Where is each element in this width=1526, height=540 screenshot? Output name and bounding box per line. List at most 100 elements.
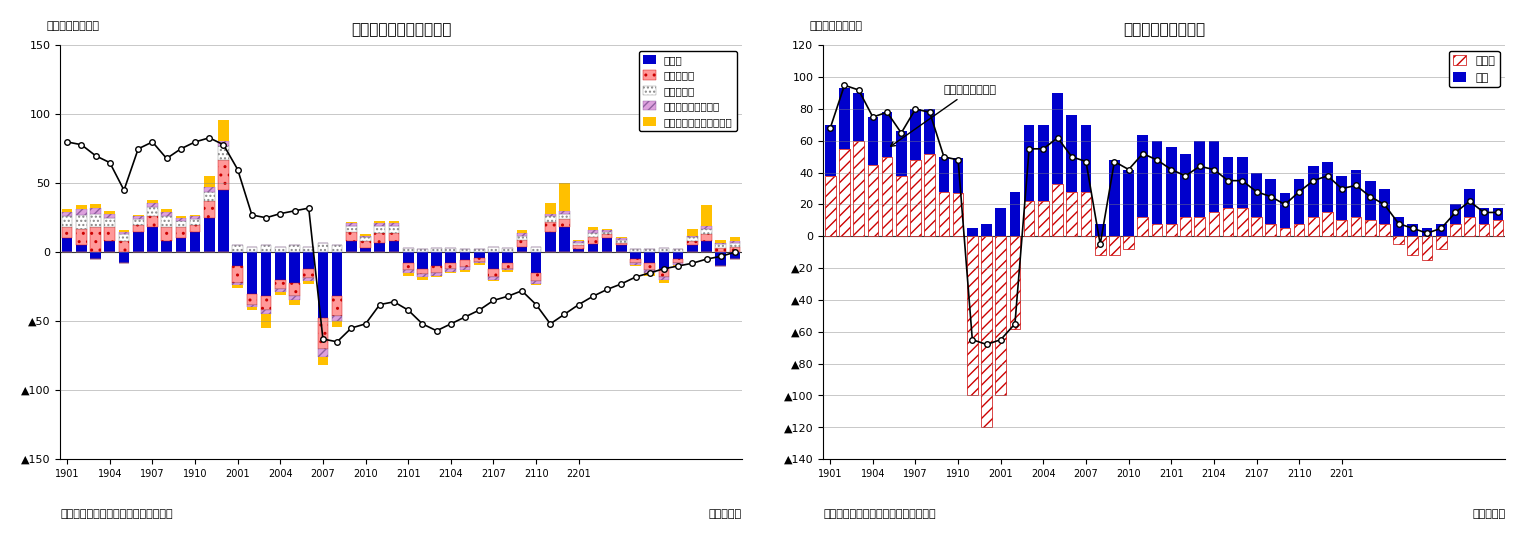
Bar xyxy=(346,223,357,226)
Bar xyxy=(133,215,143,217)
Bar xyxy=(882,157,893,237)
Bar xyxy=(261,296,272,310)
Bar xyxy=(360,241,371,248)
Bar xyxy=(1280,228,1291,237)
Bar xyxy=(189,219,200,225)
Bar xyxy=(1322,212,1332,237)
Bar xyxy=(1436,224,1447,237)
Bar xyxy=(446,248,456,252)
Bar xyxy=(247,294,258,305)
Bar xyxy=(882,112,893,157)
Bar xyxy=(1436,237,1447,249)
Bar xyxy=(175,218,186,220)
Bar xyxy=(133,219,143,225)
Bar xyxy=(204,218,215,252)
Bar xyxy=(146,207,157,217)
Bar xyxy=(644,249,655,252)
Bar xyxy=(826,176,836,237)
Bar xyxy=(531,281,542,284)
Bar xyxy=(1010,237,1021,328)
Bar xyxy=(1152,224,1163,237)
Bar xyxy=(545,217,555,222)
Bar xyxy=(133,225,143,232)
Bar xyxy=(459,252,470,260)
Text: （資料）総務省統計局「労働力調査」: （資料）総務省統計局「労働力調査」 xyxy=(60,509,172,519)
Bar xyxy=(76,229,87,245)
Bar xyxy=(516,230,526,233)
Bar xyxy=(374,242,385,252)
Bar xyxy=(1238,157,1248,208)
Bar xyxy=(63,227,73,239)
Bar xyxy=(417,274,427,277)
Bar xyxy=(853,93,864,141)
Bar xyxy=(588,233,598,237)
Bar xyxy=(644,273,655,275)
Bar xyxy=(1123,170,1134,237)
Bar xyxy=(247,247,258,252)
Bar xyxy=(702,229,713,234)
Bar xyxy=(502,248,513,252)
Bar xyxy=(232,266,243,282)
Title: 雇用形態別雇用者数: 雇用形態別雇用者数 xyxy=(1123,22,1206,37)
Bar xyxy=(104,241,114,252)
Bar xyxy=(574,249,584,252)
Bar xyxy=(90,214,101,227)
Bar xyxy=(304,247,314,252)
Bar xyxy=(119,252,130,263)
Text: 役員を除く雇用者: 役員を除く雇用者 xyxy=(891,85,996,146)
Bar xyxy=(896,131,906,176)
Bar xyxy=(995,237,1006,395)
Bar xyxy=(938,192,949,237)
Bar xyxy=(659,280,670,282)
Bar xyxy=(162,210,172,212)
Bar xyxy=(374,226,385,233)
Bar xyxy=(119,241,130,252)
Bar xyxy=(938,157,949,192)
Bar xyxy=(995,208,1006,237)
Bar xyxy=(1422,228,1433,237)
Bar xyxy=(63,212,73,217)
Bar xyxy=(716,252,726,266)
Bar xyxy=(617,245,627,252)
Bar xyxy=(1109,237,1120,255)
Bar xyxy=(232,245,243,252)
Bar xyxy=(104,211,114,214)
Bar xyxy=(601,230,612,232)
Bar xyxy=(389,220,400,223)
Bar xyxy=(729,242,740,247)
Bar xyxy=(1422,237,1433,260)
Bar xyxy=(446,269,456,272)
Bar xyxy=(1393,217,1404,237)
Bar xyxy=(304,281,314,284)
Bar xyxy=(218,160,229,190)
Bar xyxy=(630,265,641,266)
Bar xyxy=(559,214,569,219)
Bar xyxy=(617,239,627,240)
Bar xyxy=(189,215,200,217)
Bar xyxy=(331,321,342,327)
Text: （資料）総務省統計局「労働力調査」: （資料）総務省統計局「労働力調査」 xyxy=(823,509,935,519)
Bar xyxy=(432,273,443,275)
Bar xyxy=(76,205,87,210)
Bar xyxy=(702,205,713,226)
Bar xyxy=(275,247,285,252)
Bar xyxy=(90,252,101,259)
Bar xyxy=(459,260,470,267)
Bar xyxy=(403,263,414,270)
Bar xyxy=(716,240,726,242)
Bar xyxy=(601,234,612,239)
Bar xyxy=(1465,188,1476,217)
Bar xyxy=(659,252,670,269)
Bar xyxy=(76,245,87,252)
Bar xyxy=(475,249,485,252)
Bar xyxy=(76,210,87,215)
Bar xyxy=(90,227,101,252)
Bar xyxy=(417,249,427,252)
Bar xyxy=(716,244,726,248)
Bar xyxy=(601,232,612,234)
Bar xyxy=(304,252,314,269)
Bar xyxy=(574,242,584,245)
Bar xyxy=(617,242,627,245)
Bar xyxy=(687,235,697,237)
Bar xyxy=(673,263,684,265)
